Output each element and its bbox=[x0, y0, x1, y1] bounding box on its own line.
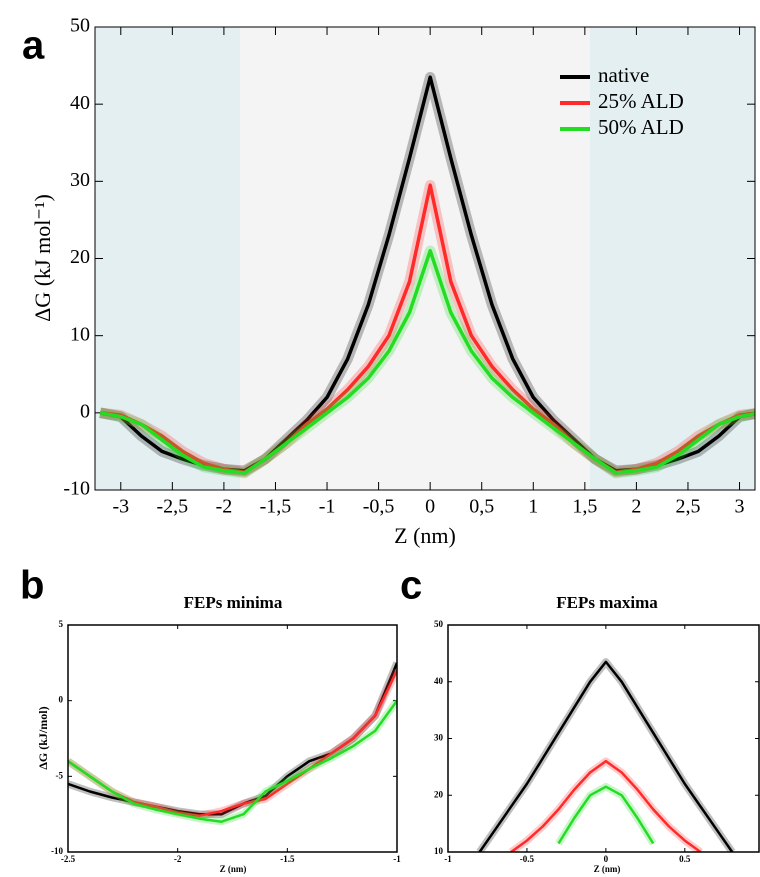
y-tick-label: 50 bbox=[70, 15, 90, 37]
y-axis-label: ΔG (kJ/mol) bbox=[36, 706, 50, 769]
x-tick-label: -1.5 bbox=[280, 854, 295, 864]
y-tick-label: 10 bbox=[434, 846, 444, 856]
panel-label: c bbox=[400, 564, 422, 608]
x-tick-label: -0.5 bbox=[520, 854, 535, 864]
y-tick-label: 50 bbox=[434, 619, 444, 629]
x-tick-label: 0.5 bbox=[679, 854, 691, 864]
x-tick-label: -3 bbox=[112, 496, 129, 518]
y-tick-label: 20 bbox=[70, 246, 90, 268]
plot-lines bbox=[99, 71, 755, 479]
series-line bbox=[68, 699, 397, 823]
series-band bbox=[508, 757, 703, 852]
x-tick-label: 0,5 bbox=[469, 496, 494, 518]
series-line bbox=[478, 660, 734, 852]
panel-label: b bbox=[20, 564, 44, 608]
x-tick-label: -2,5 bbox=[157, 496, 189, 518]
x-tick-label: 1,5 bbox=[572, 496, 597, 518]
y-tick-label: 20 bbox=[434, 789, 444, 799]
x-tick-label: -2 bbox=[174, 854, 182, 864]
y-tick-label: 0 bbox=[80, 400, 90, 422]
y-tick-label: 5 bbox=[59, 619, 64, 629]
x-tick-label: -1,5 bbox=[260, 496, 292, 518]
legend-label: 50% ALD bbox=[598, 115, 684, 139]
y-tick-label: 40 bbox=[70, 92, 90, 114]
y-tick-label: -10 bbox=[63, 478, 90, 500]
series-line bbox=[557, 785, 655, 845]
chart-title: FEPs maxima bbox=[556, 593, 658, 612]
panel-label: a bbox=[22, 24, 45, 68]
x-tick-label: 2,5 bbox=[675, 496, 700, 518]
plot-frame bbox=[67, 624, 398, 853]
plot-lines bbox=[68, 661, 397, 826]
x-axis-label: Z (nm) bbox=[594, 864, 621, 874]
series-band bbox=[476, 658, 736, 852]
x-tick-label: -1 bbox=[319, 496, 336, 518]
x-tick-label: -2 bbox=[216, 496, 233, 518]
x-tick-label: -0,5 bbox=[363, 496, 395, 518]
series-line bbox=[510, 759, 702, 852]
y-tick-label: 0 bbox=[59, 695, 64, 705]
y-tick-label: 10 bbox=[70, 323, 90, 345]
plot-frame bbox=[94, 26, 756, 491]
y-axis-label: ΔG (kJ mol⁻¹) bbox=[30, 194, 55, 322]
x-tick-label: 0 bbox=[604, 854, 609, 864]
x-tick-label: 3 bbox=[735, 496, 745, 518]
plot-frame bbox=[447, 624, 760, 853]
y-tick-label: -5 bbox=[56, 770, 64, 780]
x-tick-label: -1 bbox=[393, 854, 401, 864]
x-axis-label: Z (nm) bbox=[394, 523, 456, 548]
x-tick-label: 2 bbox=[631, 496, 641, 518]
plot-lines bbox=[476, 658, 736, 852]
y-tick-label: 30 bbox=[70, 169, 90, 191]
x-tick-label: -2.5 bbox=[61, 854, 76, 864]
x-tick-label: 0 bbox=[425, 496, 435, 518]
series-line bbox=[99, 249, 755, 475]
x-tick-label: 1 bbox=[528, 496, 538, 518]
y-tick-label: 40 bbox=[434, 676, 444, 686]
y-tick-label: 30 bbox=[434, 733, 444, 743]
legend-label: native bbox=[598, 63, 649, 87]
chart-title: FEPs minima bbox=[184, 593, 283, 612]
x-axis-label: Z (nm) bbox=[220, 864, 247, 874]
x-tick-label: -1 bbox=[444, 854, 452, 864]
y-tick-label: -10 bbox=[51, 846, 63, 856]
legend-label: 25% ALD bbox=[598, 89, 684, 113]
series-line bbox=[100, 183, 755, 475]
